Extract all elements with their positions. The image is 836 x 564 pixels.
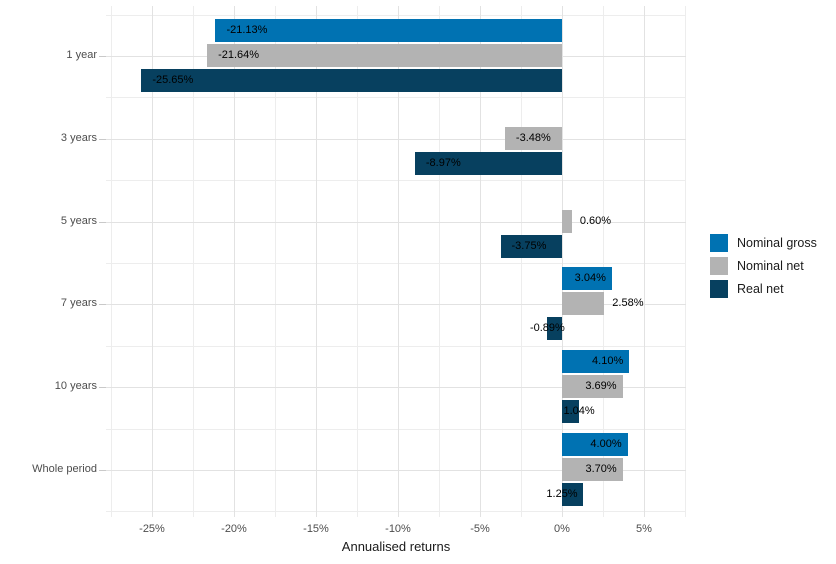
category-label: 3 years (60, 131, 97, 144)
bar-nominal-gross (562, 350, 630, 374)
major-gridline (106, 470, 686, 471)
bar-real-net (562, 400, 580, 424)
y-axis-tick (99, 387, 106, 389)
legend-swatch (710, 257, 728, 275)
minor-gridline (106, 180, 686, 182)
minor-gridline (193, 6, 194, 517)
bar-real-net (500, 234, 562, 258)
value-label: -0.89% (529, 322, 565, 335)
value-label: 2.58% (612, 297, 644, 310)
major-gridline (398, 6, 399, 517)
bar-nominal-net (207, 44, 562, 67)
bar-nominal-net (562, 375, 623, 399)
value-label: -3.48% (515, 131, 551, 144)
x-axis-title: Annualised returns (341, 539, 451, 554)
minor-gridline (111, 6, 112, 517)
minor-gridline (275, 6, 276, 517)
value-label: -21.13% (226, 24, 268, 36)
bar-nominal-net (562, 458, 623, 481)
value-label: 1.04% (563, 405, 595, 418)
bar-nominal-net (562, 292, 605, 316)
value-label: 3.04% (574, 272, 606, 285)
legend-swatch (710, 234, 728, 252)
legend-item-real-net: Real net (710, 280, 817, 298)
minor-gridline (357, 6, 358, 517)
minor-gridline (106, 428, 686, 430)
x-tick-label: -15% (303, 523, 329, 535)
major-gridline (480, 6, 481, 517)
y-axis-tick (99, 470, 106, 471)
legend-item-nominal-gross: Nominal gross (710, 234, 817, 252)
legend: Nominal gross Nominal net Real net (710, 234, 817, 303)
bar-nominal-net (562, 209, 572, 233)
major-gridline (316, 6, 317, 517)
x-tick-label: -25% (139, 523, 165, 535)
minor-gridline (603, 6, 604, 517)
major-gridline (106, 221, 686, 223)
legend-item-nominal-net: Nominal net (710, 257, 817, 275)
minor-gridline (106, 97, 686, 99)
x-tick-label: -5% (470, 523, 490, 535)
category-label: Whole period (32, 463, 97, 475)
bar-nominal-gross (215, 19, 562, 42)
bar-nominal-net (504, 126, 562, 150)
value-label: -8.97% (425, 156, 461, 169)
major-gridline (106, 387, 686, 389)
value-label: 4.00% (590, 438, 622, 450)
bar-real-net (547, 317, 562, 341)
value-label: -3.75% (511, 239, 547, 252)
legend-swatch (710, 280, 728, 298)
y-axis-tick (99, 221, 106, 223)
value-label: -21.64% (218, 49, 260, 61)
legend-label: Nominal net (737, 259, 804, 273)
bar-real-net (141, 69, 562, 92)
category-label: 5 years (60, 214, 97, 227)
major-gridline (106, 138, 686, 140)
x-tick-label: -10% (385, 523, 411, 535)
minor-gridline (106, 345, 686, 347)
minor-gridline (685, 6, 686, 517)
legend-label: Real net (737, 282, 784, 296)
minor-gridline (521, 6, 522, 517)
y-axis-tick (99, 138, 106, 140)
category-label: 10 years (54, 380, 97, 393)
category-label: 1 year (66, 49, 97, 61)
x-tick-label: -20% (221, 523, 247, 535)
legend-label: Nominal gross (737, 236, 817, 250)
value-label: -25.65% (152, 74, 194, 86)
bar-nominal-gross (562, 433, 628, 456)
major-gridline (644, 6, 645, 517)
value-label: 4.10% (592, 355, 624, 368)
major-gridline (234, 6, 235, 517)
major-gridline (152, 6, 153, 517)
bar-nominal-gross (562, 267, 612, 291)
value-label: 1.25% (546, 488, 578, 500)
bar-real-net (414, 151, 562, 175)
minor-gridline (439, 6, 440, 517)
y-axis-tick (99, 56, 106, 57)
minor-gridline (106, 14, 686, 16)
category-label: 7 years (60, 297, 97, 310)
value-label: 0.60% (579, 214, 612, 227)
minor-gridline (106, 263, 686, 264)
x-tick-label: 5% (636, 523, 652, 535)
major-gridline (562, 6, 563, 517)
minor-gridline (106, 511, 686, 513)
major-gridline (106, 304, 686, 306)
value-label: 3.70% (585, 463, 617, 475)
y-axis-tick (99, 304, 106, 306)
bar-real-net (562, 483, 583, 506)
value-label: 3.69% (585, 380, 617, 393)
x-tick-label: 0% (554, 523, 570, 535)
